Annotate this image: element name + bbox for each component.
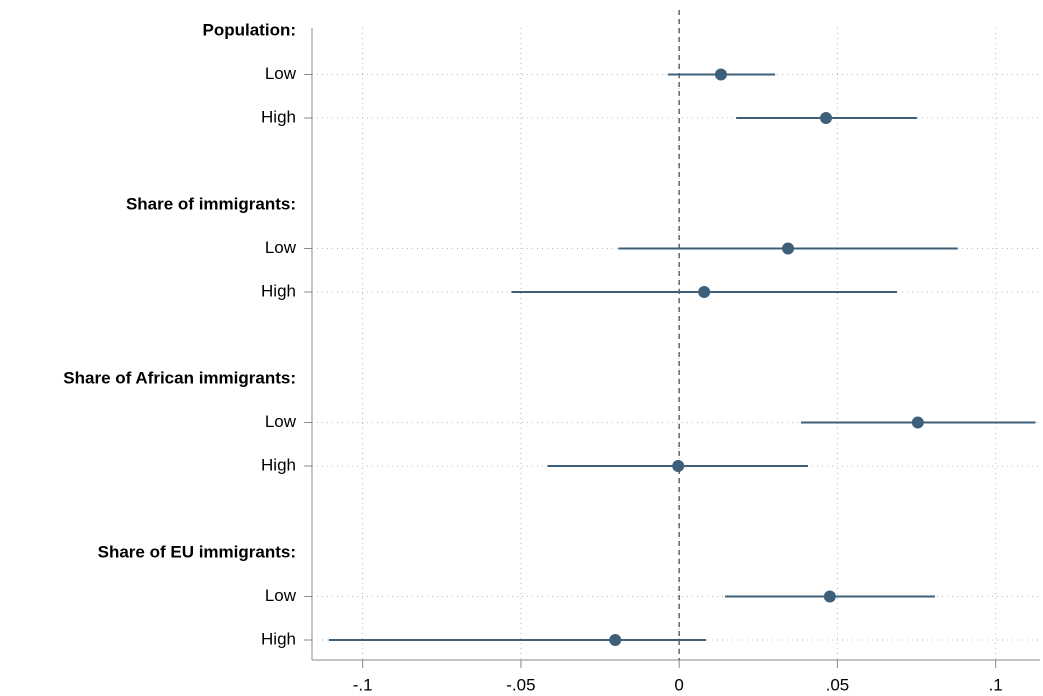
- group-label: Share of EU immigrants:: [98, 542, 296, 561]
- x-tick-label: -.05: [506, 675, 535, 694]
- point-estimate: [820, 112, 833, 124]
- row-label: High: [261, 629, 296, 648]
- point-estimate: [782, 242, 795, 255]
- row-label: High: [261, 455, 296, 474]
- row-label: High: [261, 281, 296, 300]
- x-tick-label: .1: [989, 675, 1003, 694]
- group-label: Share of immigrants:: [126, 194, 296, 213]
- point-estimate: [672, 460, 685, 472]
- x-tick-label: 0: [674, 675, 683, 694]
- row-label: Low: [265, 64, 297, 83]
- row-label: Low: [265, 586, 297, 605]
- group-label: Share of African immigrants:: [63, 368, 296, 387]
- point-estimate: [911, 416, 924, 429]
- point-estimate: [609, 634, 622, 646]
- point-estimate: [698, 286, 711, 298]
- point-estimate: [823, 590, 836, 603]
- row-label: High: [261, 107, 296, 126]
- x-tick-label: .05: [826, 675, 850, 694]
- row-label: Low: [265, 238, 297, 257]
- group-label: Population:: [203, 20, 296, 39]
- row-label: Low: [265, 412, 297, 431]
- point-estimate: [714, 68, 727, 81]
- x-tick-label: -.1: [353, 675, 373, 694]
